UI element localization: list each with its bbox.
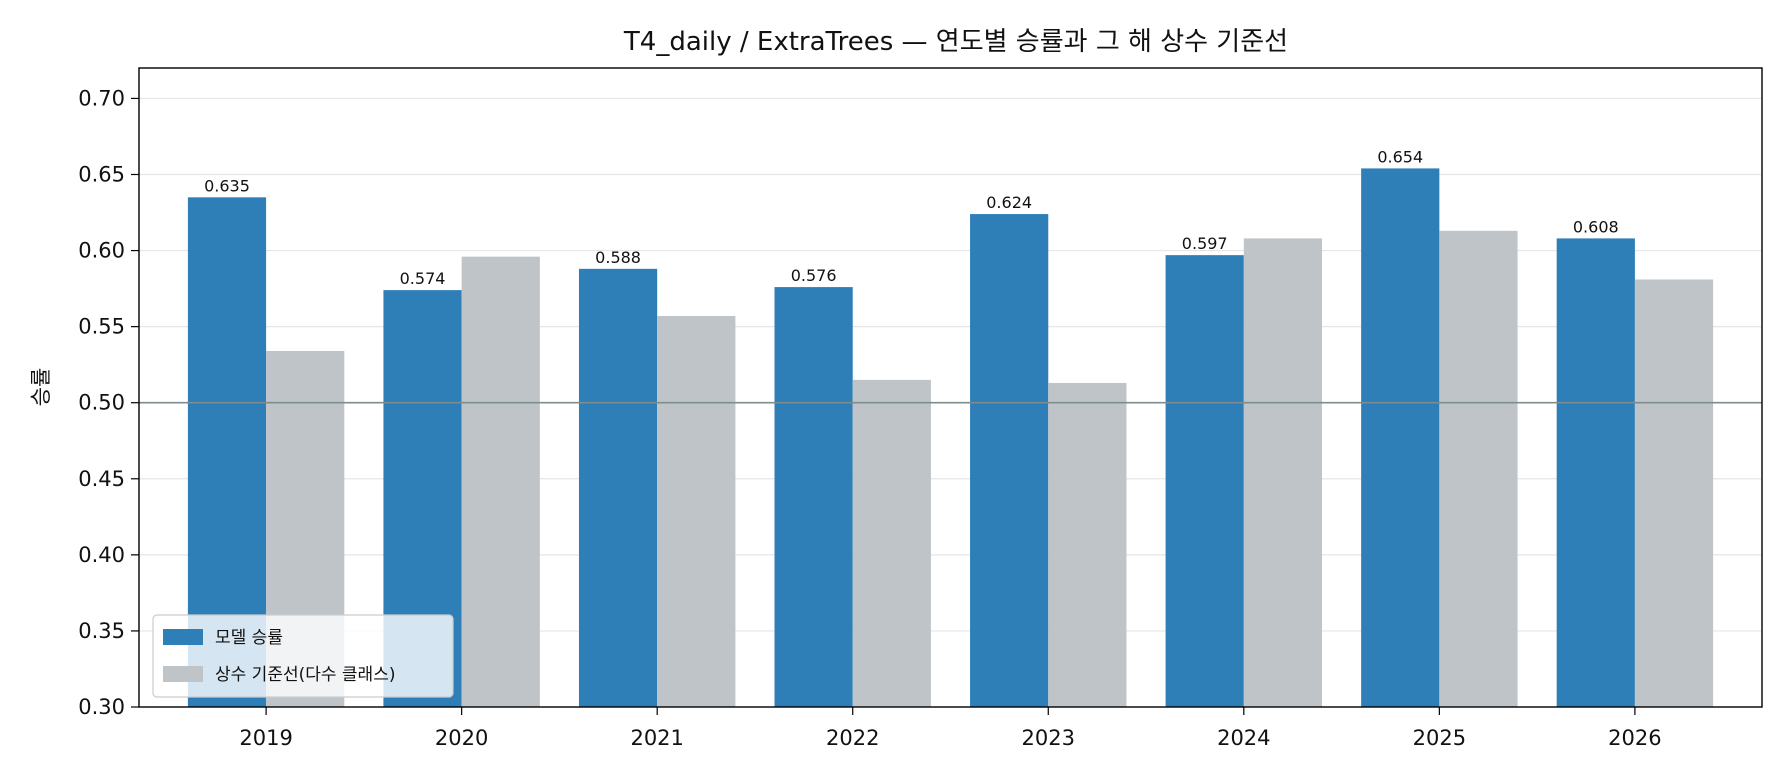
- y-axis-label: 승률: [29, 368, 53, 407]
- grid: [139, 97, 1762, 632]
- axes: 0.30 0.35 0.40 0.45 0.50 0.55 0.60 0.65 0.70 2019…: [78, 67, 1763, 750]
- data-label: 0.576: [791, 266, 837, 285]
- chart-title: T4_daily / ExtraTrees — 연도별 승률과 그 해 상수 기…: [623, 27, 1288, 57]
- y-tick-label: 0.35: [78, 619, 125, 643]
- bar-baseline: [1048, 382, 1127, 707]
- y-tick-label: 0.55: [78, 315, 125, 339]
- data-labels: 0.635 0.574 0.588 0.576 0.624 0.597 0.654 0.608: [204, 147, 1619, 288]
- bar-model: [578, 268, 658, 707]
- bar-baseline: [657, 315, 736, 707]
- bar-baseline: [1439, 230, 1518, 708]
- x-tick-label: 2026: [1608, 726, 1661, 750]
- data-label: 0.588: [595, 248, 641, 267]
- bar-baseline: [1634, 279, 1714, 707]
- y-tick-label: 0.50: [78, 391, 125, 415]
- data-label: 0.635: [204, 176, 250, 195]
- plot-frame: [138, 67, 1763, 708]
- legend-swatch: [163, 629, 203, 645]
- y-tick-label: 0.65: [78, 163, 125, 187]
- x-tick-label: 2020: [435, 726, 488, 750]
- bar-baseline: [1243, 238, 1323, 707]
- y-tick-label: 0.70: [78, 86, 125, 110]
- bar-model: [970, 214, 1049, 708]
- bar-model: [774, 287, 853, 707]
- x-tick-label: 2024: [1217, 726, 1270, 750]
- x-tick-label: 2023: [1022, 726, 1075, 750]
- y-tick-label: 0.60: [78, 239, 125, 263]
- y-tick-label: 0.30: [78, 695, 125, 719]
- legend-label: 상수 기준선(다수 클래스): [215, 665, 395, 685]
- legend-swatch: [163, 666, 203, 682]
- x-tick-label: 2022: [826, 726, 879, 750]
- data-label: 0.597: [1182, 234, 1228, 253]
- bar-baseline: [852, 379, 931, 707]
- data-label: 0.624: [986, 193, 1032, 212]
- bar-model: [1165, 255, 1244, 707]
- y-tick-label: 0.45: [78, 467, 125, 491]
- legend-label: 모델 승률: [215, 628, 283, 648]
- y-tick-label: 0.40: [78, 543, 125, 567]
- data-label: 0.574: [400, 269, 446, 288]
- legend-box: [152, 614, 454, 698]
- bar-baseline: [461, 256, 540, 707]
- data-label: 0.608: [1573, 217, 1619, 236]
- x-tick-label: 2019: [239, 726, 292, 750]
- x-tick-label: 2025: [1413, 726, 1466, 750]
- bar-model: [1361, 168, 1440, 707]
- x-tick-label: 2021: [630, 726, 683, 750]
- data-label: 0.654: [1377, 147, 1423, 166]
- bar-model: [1556, 238, 1635, 707]
